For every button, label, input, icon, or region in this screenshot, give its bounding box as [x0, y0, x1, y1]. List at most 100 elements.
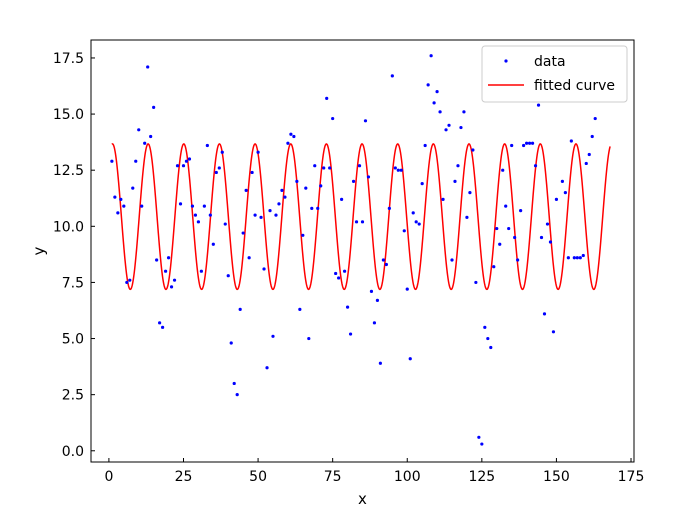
data-point: [450, 258, 454, 262]
data-point: [131, 186, 135, 190]
x-tick-label: 50: [249, 469, 267, 485]
data-point: [110, 159, 114, 163]
data-point: [396, 168, 400, 172]
data-point: [369, 289, 374, 293]
data-point: [447, 123, 451, 127]
x-tick-label: 150: [543, 469, 570, 485]
plot-frame: [90, 39, 635, 463]
data-point: [501, 168, 505, 172]
data-point: [152, 105, 156, 109]
data-point: [166, 256, 171, 260]
data-point: [468, 191, 472, 195]
data-point: [462, 110, 466, 114]
legend-data-label: data: [534, 54, 566, 70]
data-point: [316, 206, 320, 210]
data-point: [313, 164, 317, 168]
data-point: [178, 202, 183, 206]
y-tick-label: 17.5: [53, 51, 84, 67]
data-point: [181, 164, 186, 168]
data-point: [393, 166, 397, 170]
data-point: [590, 134, 594, 139]
data-point: [378, 361, 382, 365]
data-point: [560, 179, 565, 184]
data-point: [196, 220, 201, 224]
data-point: [211, 242, 215, 246]
data-point: [310, 206, 314, 210]
data-point: [513, 235, 517, 240]
data-point: [265, 366, 269, 370]
data-point: [190, 204, 195, 208]
data-point: [480, 442, 484, 446]
data-point: [539, 235, 544, 240]
data-point: [444, 128, 448, 132]
x-tick-label: 100: [394, 469, 421, 485]
data-point: [354, 220, 359, 224]
y-tick-label: 0.0: [62, 444, 84, 460]
data-point: [214, 170, 218, 175]
y-tick-label: 10.0: [53, 219, 84, 235]
legend-data-marker: [504, 59, 508, 63]
data-point: [372, 321, 377, 325]
y-axis: 0.0 2.5 5.0 7.5 10.0 12.5 15.0 17.5: [53, 51, 95, 460]
legend: data fitted curve: [481, 45, 628, 103]
data-point: [465, 215, 469, 219]
data-point: [113, 195, 117, 199]
data-point: [277, 202, 281, 206]
x-axis: 0 25 50 75 100 125 150 175: [104, 458, 644, 485]
data-point: [524, 141, 529, 145]
data-point: [328, 166, 332, 170]
data-point: [519, 209, 523, 213]
data-point: [247, 256, 251, 260]
data-point: [584, 161, 588, 166]
data-layer: [110, 54, 611, 446]
data-point: [563, 191, 567, 195]
data-point: [158, 321, 162, 325]
data-point: [593, 116, 597, 121]
data-point: [402, 229, 406, 233]
data-point: [337, 276, 341, 280]
data-point: [134, 159, 138, 163]
data-point: [456, 164, 460, 168]
data-point: [295, 179, 299, 184]
data-point: [220, 150, 224, 154]
data-point: [527, 141, 532, 145]
data-point: [146, 65, 150, 69]
data-point: [384, 262, 388, 267]
data-point: [575, 256, 579, 260]
y-tick-label: 15.0: [53, 107, 84, 123]
data-point: [486, 336, 490, 341]
data-point: [289, 132, 293, 136]
data-point: [351, 179, 356, 184]
data-point: [199, 269, 203, 273]
data-point: [366, 175, 371, 179]
data-point: [319, 184, 323, 188]
data-point: [426, 83, 430, 87]
y-axis-label: y: [30, 246, 48, 255]
data-point: [292, 134, 296, 139]
x-tick-label: 75: [324, 469, 342, 485]
data-point: [536, 103, 541, 107]
x-tick-label: 25: [175, 469, 193, 485]
data-point: [274, 213, 278, 217]
data-point: [325, 96, 329, 100]
y-tick-label: 5.0: [62, 332, 84, 348]
data-point: [149, 134, 153, 139]
data-point: [283, 195, 287, 199]
data-point: [241, 231, 245, 235]
data-point: [489, 345, 493, 350]
data-point: [545, 222, 550, 226]
x-axis-label: x: [358, 490, 367, 508]
data-point: [414, 220, 418, 224]
data-point: [548, 240, 553, 244]
data-point: [459, 125, 463, 130]
data-point: [226, 274, 230, 278]
legend-box: [481, 45, 628, 103]
data-point: [187, 157, 192, 161]
data-point: [411, 211, 415, 215]
data-point: [504, 204, 508, 208]
data-point: [223, 222, 227, 226]
y-tick-label: 7.5: [62, 275, 84, 291]
data-point: [169, 285, 174, 289]
